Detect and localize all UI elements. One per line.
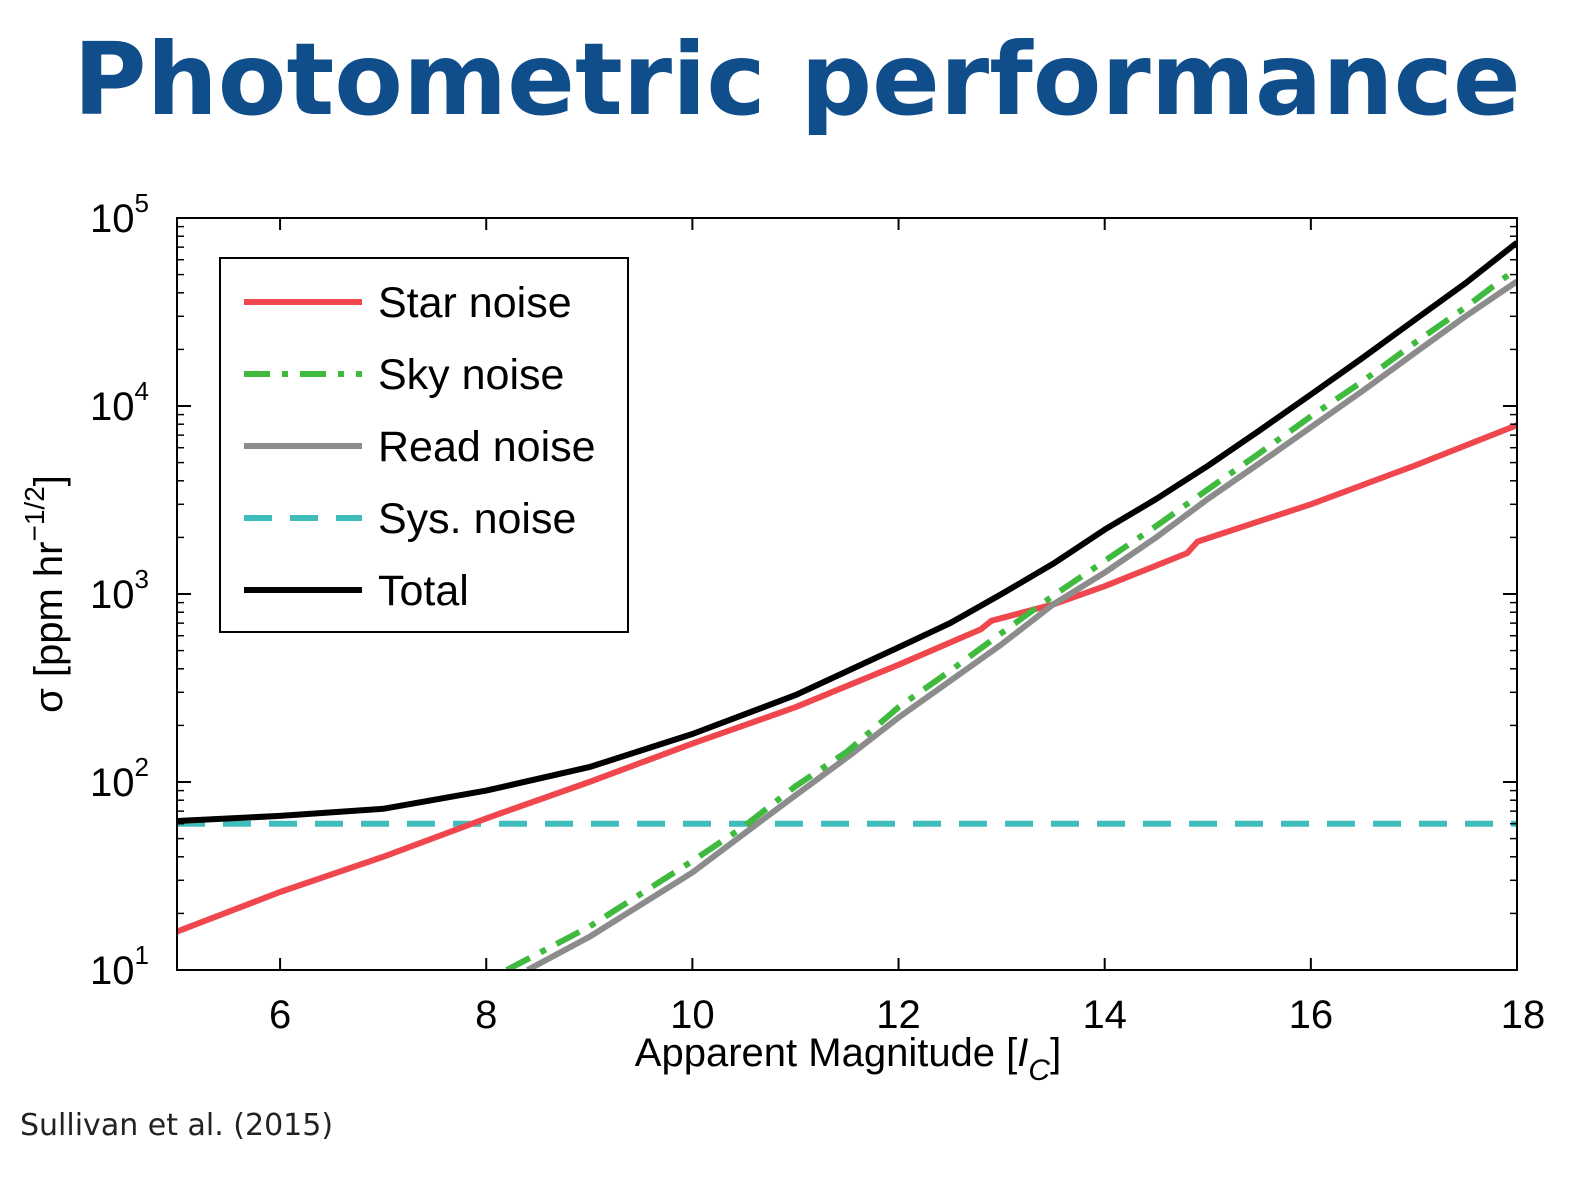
y-axis-title-sup: −1/2 xyxy=(19,486,50,541)
x-axis-title-main: Apparent Magnitude [ xyxy=(635,1031,1017,1075)
legend: Star noise Sky noise Read noise Sys. noise T… xyxy=(219,257,629,633)
y-tick-exponent: 2 xyxy=(135,752,149,782)
x-tick-label: 10 xyxy=(670,993,715,1037)
legend-label-total: Total xyxy=(378,567,469,615)
y-tick-exponent: 3 xyxy=(135,564,149,594)
x-axis-title-var: I xyxy=(1017,1031,1028,1075)
y-tick-label: 101 xyxy=(90,940,149,993)
legend-label-star-noise: Star noise xyxy=(378,279,572,327)
y-tick-exponent: 5 xyxy=(135,188,149,218)
x-tick-label: 14 xyxy=(1082,993,1127,1037)
y-tick-base: 10 xyxy=(90,197,135,241)
y-tick-base: 10 xyxy=(90,385,135,429)
y-tick-label: 104 xyxy=(90,376,149,429)
x-axis-title-end: ] xyxy=(1050,1031,1061,1075)
legend-label-sky-noise: Sky noise xyxy=(378,351,564,399)
y-tick-label: 102 xyxy=(90,752,149,805)
citation: Sullivan et al. (2015) xyxy=(20,1108,334,1143)
y-tick-base: 10 xyxy=(90,573,135,617)
x-axis-title: Apparent Magnitude [IC] xyxy=(635,1031,1061,1087)
y-axis-title-main: σ [ppm hr xyxy=(27,542,71,713)
y-tick-exponent: 4 xyxy=(135,376,149,406)
legend-label-read-noise: Read noise xyxy=(378,423,596,471)
x-tick-label: 18 xyxy=(1501,993,1546,1037)
page-title: Photometric performance xyxy=(73,21,1521,138)
legend-label-sys-noise: Sys. noise xyxy=(378,495,576,543)
series-line-star-noise xyxy=(177,422,1517,935)
x-tick-label: 16 xyxy=(1289,993,1334,1037)
y-axis-title: σ [ppm hr−1/2] xyxy=(19,475,71,713)
y-axis-title-end: ] xyxy=(27,475,71,486)
series-line-read-noise xyxy=(526,278,1517,970)
y-tick-label: 103 xyxy=(90,564,149,617)
series-layer xyxy=(177,240,1517,970)
x-axis-title-sub: C xyxy=(1028,1054,1050,1087)
x-tick-label: 8 xyxy=(475,993,497,1037)
y-tick-exponent: 1 xyxy=(135,940,149,970)
y-tick-base: 10 xyxy=(90,949,135,993)
series-line-sky-noise xyxy=(505,265,1517,970)
y-tick-label: 105 xyxy=(90,188,149,241)
series-line-total xyxy=(177,240,1517,824)
y-tick-base: 10 xyxy=(90,761,135,805)
x-tick-label: 12 xyxy=(876,993,921,1037)
x-tick-label: 6 xyxy=(269,993,291,1037)
legend-box xyxy=(219,257,629,633)
